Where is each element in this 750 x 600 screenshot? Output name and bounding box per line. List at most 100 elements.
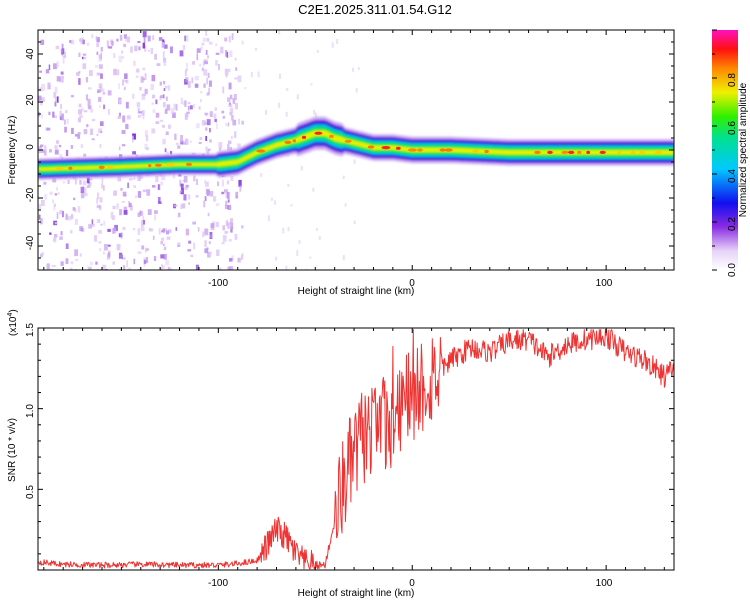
x-tick-label: 100 — [596, 578, 613, 589]
noise-speck — [140, 220, 144, 227]
noise-speck — [96, 37, 100, 42]
noise-speck — [111, 215, 116, 221]
noise-speck — [196, 123, 200, 129]
noise-speck — [40, 100, 43, 106]
noise-speck — [201, 120, 206, 126]
noise-speck — [54, 115, 57, 119]
noise-speck — [226, 180, 229, 185]
noise-speck — [156, 63, 161, 66]
noise-speck — [215, 221, 219, 228]
noise-speck — [163, 246, 167, 251]
noise-speck — [48, 84, 51, 89]
noise-speck — [152, 109, 156, 114]
noise-speck — [229, 258, 233, 262]
noise-speck — [141, 245, 145, 250]
noise-speck — [161, 175, 166, 181]
noise-speck — [186, 111, 190, 114]
noise-speck — [82, 63, 87, 69]
noise-speck — [165, 259, 169, 266]
y-axis-label: Frequency (Hz) — [7, 116, 18, 185]
noise-speck — [206, 78, 208, 85]
noise-speck — [45, 69, 50, 74]
noise-speck — [128, 178, 133, 181]
noise-speck — [91, 219, 94, 225]
noise-speck — [122, 265, 126, 270]
noise-speck — [54, 149, 59, 155]
noise-speck — [237, 257, 241, 263]
noise-speck — [62, 181, 66, 184]
noise-speck — [183, 175, 188, 183]
noise-speck — [224, 231, 228, 234]
noise-speck — [190, 254, 194, 258]
noise-speck — [118, 268, 122, 270]
noise-speck — [164, 148, 167, 153]
noise-speck — [229, 50, 233, 57]
noise-speck — [121, 50, 123, 54]
noise-speck — [227, 122, 230, 127]
noise-speck — [227, 199, 230, 203]
noise-speck — [137, 251, 142, 254]
noise-speck — [53, 63, 57, 70]
noise-speck — [237, 75, 242, 83]
noise-speck — [102, 88, 105, 96]
noise-speck — [208, 148, 211, 152]
noise-speck — [96, 204, 101, 209]
noise-speck — [227, 222, 230, 229]
noise-speck — [184, 113, 188, 120]
noise-speck — [147, 209, 152, 215]
noise-speck — [108, 250, 111, 257]
noise-speck — [230, 135, 233, 139]
noise-speck — [183, 194, 187, 201]
noise-speck — [132, 228, 136, 231]
noise-speck — [122, 79, 124, 86]
noise-speck — [83, 153, 87, 157]
noise-speck — [48, 64, 51, 70]
noise-speck — [38, 214, 41, 220]
noise-speck — [170, 151, 173, 155]
noise-speck — [184, 100, 187, 107]
noise-speck — [154, 210, 158, 214]
chart-title: C2E1.2025.311.01.54.G12 — [298, 2, 452, 17]
noise-speck — [146, 248, 149, 251]
noise-speck — [193, 104, 196, 108]
noise-speck — [229, 107, 234, 114]
noise-speck — [179, 50, 184, 57]
noise-speck — [214, 107, 217, 111]
y-tick-label: 1.0 — [25, 404, 36, 418]
ridge-hotspot — [395, 146, 401, 150]
noise-speck — [85, 76, 89, 83]
noise-speck — [167, 266, 171, 270]
noise-speck — [207, 251, 211, 258]
noise-speck — [113, 68, 117, 76]
ridge-hotspot — [417, 148, 423, 152]
noise-speck — [342, 175, 345, 180]
x-tick-label: 100 — [596, 278, 613, 289]
noise-speck — [99, 105, 101, 108]
noise-speck — [52, 111, 55, 118]
noise-speck — [100, 130, 103, 134]
noise-speck — [159, 81, 162, 86]
noise-speck — [226, 267, 230, 270]
noise-speck — [74, 133, 79, 137]
noise-speck — [274, 200, 277, 205]
noise-speck — [90, 108, 93, 113]
ridge-hotspot — [586, 150, 591, 154]
noise-speck — [209, 128, 211, 133]
noise-speck — [96, 72, 101, 76]
noise-speck — [56, 140, 59, 144]
noise-speck — [225, 200, 228, 206]
noise-speck — [147, 35, 151, 42]
noise-speck — [49, 149, 52, 153]
noise-speck — [74, 249, 78, 257]
noise-speck — [62, 55, 66, 58]
noise-speck — [161, 230, 164, 233]
noise-speck — [278, 73, 281, 79]
noise-speck — [61, 113, 64, 121]
x-tick-label: -100 — [208, 278, 228, 289]
ridge-hotspot — [166, 163, 175, 167]
noise-speck — [234, 234, 238, 240]
noise-speck — [51, 265, 56, 267]
snr-frame — [37, 327, 675, 571]
noise-speck — [224, 189, 228, 193]
ridge-hotspot — [630, 150, 636, 154]
